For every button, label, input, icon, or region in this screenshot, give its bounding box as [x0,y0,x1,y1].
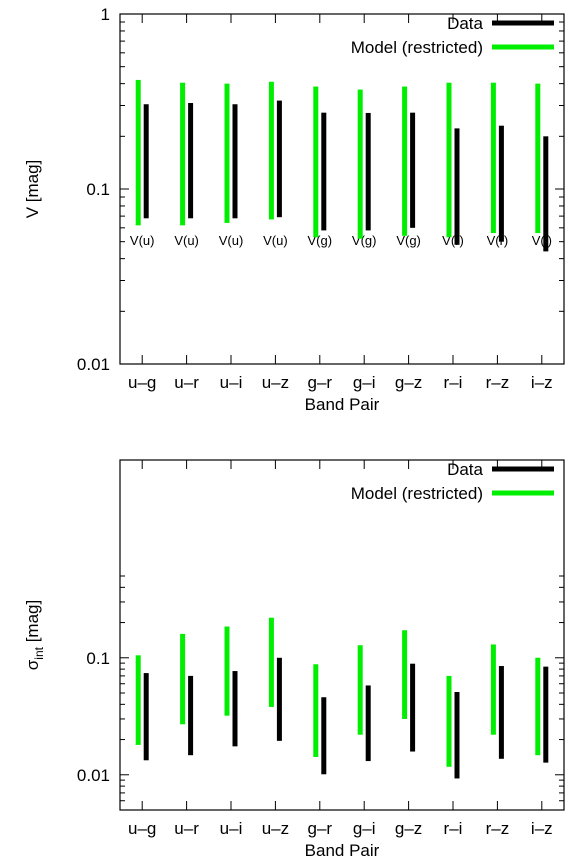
y-tick-label: 0.1 [86,649,110,668]
data-range-bar [454,128,460,245]
x-tick-label: u–i [220,819,243,838]
variability-annotation: V(g) [308,233,333,248]
data-range-bar [232,104,238,219]
data-range-bar [498,666,504,759]
x-tick-label: u–r [174,373,199,392]
model-range-bar [224,626,230,716]
data-range-bar [410,663,416,752]
top-x-tick-labels: u–g u–r u–i u–z g–r g–i g–z r–i r–z i–z [128,373,553,392]
top-y-tick-labels: 0.01 0.1 1 [77,5,110,374]
top-x-axis-title: Band Pair [305,395,380,414]
top-legend-label-data: Data [447,14,483,33]
top-bars [135,79,549,252]
model-range-bar [268,617,274,707]
x-tick-label: r–z [486,819,510,838]
bottom-legend: Data Model (restricted) [351,460,554,503]
x-tick-label: g–r [308,819,333,838]
data-range-bar [454,691,460,779]
x-tick-label: g–z [395,819,422,838]
top-chart: 0.010.11 u–g u–r u–i u–z g–r g–i g–z r–i r–z i–z … [23,5,565,414]
model-range-bar [313,86,319,238]
data-range-bar [276,657,282,741]
model-range-bar [402,630,408,719]
x-tick-label: u–g [128,373,156,392]
x-tick-label: u–g [128,819,156,838]
model-range-bar [135,655,141,745]
variability-annotation: V(u) [174,233,199,248]
variability-annotation: V(u) [263,233,288,248]
model-range-bar [268,81,274,220]
data-range-bar [365,685,371,762]
model-range-bar [357,89,363,239]
model-range-bar [224,83,230,223]
variability-annotation: V(g) [352,233,377,248]
bottom-x-tick-labels: u–g u–r u–i u–z g–r g–i g–z r–i r–z i–z [128,819,553,838]
model-range-bar [490,644,496,735]
variability-annotation: V(r) [487,233,509,248]
model-range-bar [180,82,186,226]
y-tick-label: 0.01 [77,766,110,785]
x-tick-label: i–z [531,819,553,838]
model-range-bar [180,633,186,725]
x-tick-label: u–i [220,373,243,392]
x-tick-label: g–z [395,373,422,392]
model-range-bar [402,86,408,236]
bottom-plot-frame [119,459,565,811]
x-tick-label: u–z [262,819,289,838]
data-range-bar [365,112,371,231]
data-range-bar [321,697,327,775]
top-legend-label-model: Model (restricted) [351,38,483,57]
y-tick-label: 0.1 [86,180,110,199]
model-range-bar [135,79,141,226]
bottom-y-axis-title: σint [mag] [23,600,46,670]
model-range-bar [535,83,541,234]
data-range-bar [232,671,238,747]
variability-annotation: V(r) [442,233,464,248]
x-tick-label: u–z [262,373,289,392]
data-range-bar [543,136,549,252]
data-range-bar [188,103,194,219]
data-range-bar [143,673,149,761]
data-range-bar [188,675,194,756]
variability-annotation: V(u) [219,233,244,248]
variability-annotation: V(u) [130,233,155,248]
x-tick-label: r–z [486,373,510,392]
y-tick-label: 0.01 [77,355,110,374]
top-y-axis-title: V [mag] [23,160,42,219]
variability-annotation: V(i) [532,233,552,248]
model-range-bar [357,645,363,735]
x-tick-label: g–r [308,373,333,392]
x-tick-label: u–r [174,819,199,838]
model-range-bar [490,82,496,234]
variability-annotation: V(g) [396,233,421,248]
top-legend: Data Model (restricted) [351,14,554,57]
top-plot-frame [119,13,565,365]
x-tick-label: i–z [531,373,553,392]
data-range-bar [321,112,327,231]
y-tick-label: 1 [101,5,110,24]
bottom-y-tick-labels: 0.01 0.1 [77,649,110,785]
bottom-bars [135,617,549,779]
data-range-bar [143,104,149,219]
model-range-bar [446,82,452,238]
top-annotations: V(u) V(u) V(u) V(u) V(g) V(g) V(g) V(r) V(r) V(i) [130,233,552,248]
x-tick-label: r–i [444,819,463,838]
model-range-bar [313,664,319,757]
model-range-bar [535,657,541,756]
model-range-bar [446,675,452,767]
bottom-x-axis-title: Band Pair [305,841,380,860]
data-range-bar [410,112,416,228]
x-tick-label: g–i [353,819,376,838]
data-range-bar [543,666,549,763]
top-y-ticks [120,13,564,365]
bottom-legend-label-data: Data [447,460,483,479]
data-range-bar [276,100,282,218]
data-range-bar [498,125,504,242]
bottom-legend-label-model: Model (restricted) [351,484,483,503]
x-tick-label: g–i [353,373,376,392]
x-tick-label: r–i [444,373,463,392]
bottom-chart: 0.01 0.1 u–g u–r u–i u–z g–r g–i g–z r–i r–z i–z σ… [23,459,565,860]
bottom-y-ticks [120,460,564,811]
